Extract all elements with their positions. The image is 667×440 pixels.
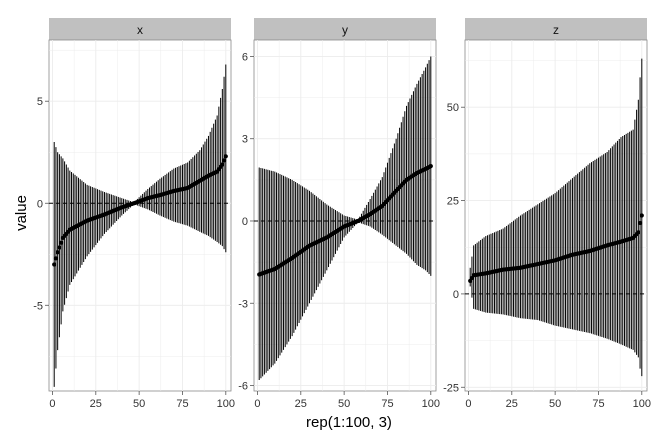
panel-z: z -25 0 25 50 0 25 50 75 100 — [443, 18, 651, 410]
x-tick-label: 25 — [295, 398, 307, 410]
data-point — [223, 154, 228, 159]
points-y — [257, 164, 433, 277]
panel-frame-x — [48, 39, 232, 392]
y-tick-label: 0 — [453, 289, 459, 301]
panel-y: y -6 -3 0 3 6 0 25 50 75 100 — [238, 18, 440, 410]
strip-label-z: z — [553, 23, 559, 37]
y-axis-title: value — [13, 195, 30, 231]
strip-label-y: y — [342, 23, 348, 37]
y-tick-label: -3 — [238, 298, 248, 310]
y-tick-label: 5 — [37, 96, 43, 108]
x-tick-label: 50 — [338, 398, 350, 410]
y-tick-label: 6 — [242, 51, 248, 63]
data-point — [57, 245, 62, 250]
data-point — [53, 256, 59, 261]
x-tick-label: 75 — [176, 398, 188, 410]
data-point — [637, 220, 643, 226]
x-tick-label: 25 — [506, 398, 518, 410]
y-tick-label: 25 — [447, 196, 459, 208]
y-tick-label: 50 — [447, 102, 459, 114]
x-tick-label: 50 — [549, 398, 561, 410]
y-tick-label: 0 — [242, 216, 248, 228]
strip-y — [254, 18, 436, 40]
x-tick-label: 75 — [381, 398, 393, 410]
data-point — [639, 213, 644, 218]
strip-z — [465, 18, 647, 40]
x-tick-label: 25 — [90, 398, 102, 410]
y-tick-label: 3 — [242, 134, 248, 146]
data-point — [428, 164, 433, 169]
x-tick-label: 0 — [254, 398, 260, 410]
x-tick-label: 50 — [133, 398, 145, 410]
strip-x — [49, 18, 231, 40]
panel-frame-y — [253, 39, 437, 392]
x-tick-label: 100 — [633, 398, 651, 410]
data-point — [220, 162, 225, 167]
y-tick-label: -25 — [443, 382, 459, 394]
y-tick-label: -5 — [33, 300, 43, 312]
points-z — [468, 213, 644, 283]
data-point — [52, 262, 57, 267]
x-tick-label: 100 — [217, 398, 235, 410]
x-axis-title: rep(1:100, 3) — [306, 414, 392, 431]
y-tick-label: 0 — [37, 198, 43, 210]
strip-label-x: x — [137, 23, 143, 37]
x-tick-label: 0 — [465, 398, 471, 410]
data-point — [636, 230, 641, 235]
data-point — [59, 240, 64, 245]
data-point — [221, 158, 227, 163]
y-tick-label: -6 — [238, 381, 248, 393]
data-point — [55, 250, 60, 255]
points-x — [52, 154, 228, 267]
x-tick-label: 75 — [592, 398, 604, 410]
x-tick-label: 100 — [422, 398, 440, 410]
x-tick-label: 0 — [49, 398, 55, 410]
panel-frame-z — [464, 39, 648, 392]
